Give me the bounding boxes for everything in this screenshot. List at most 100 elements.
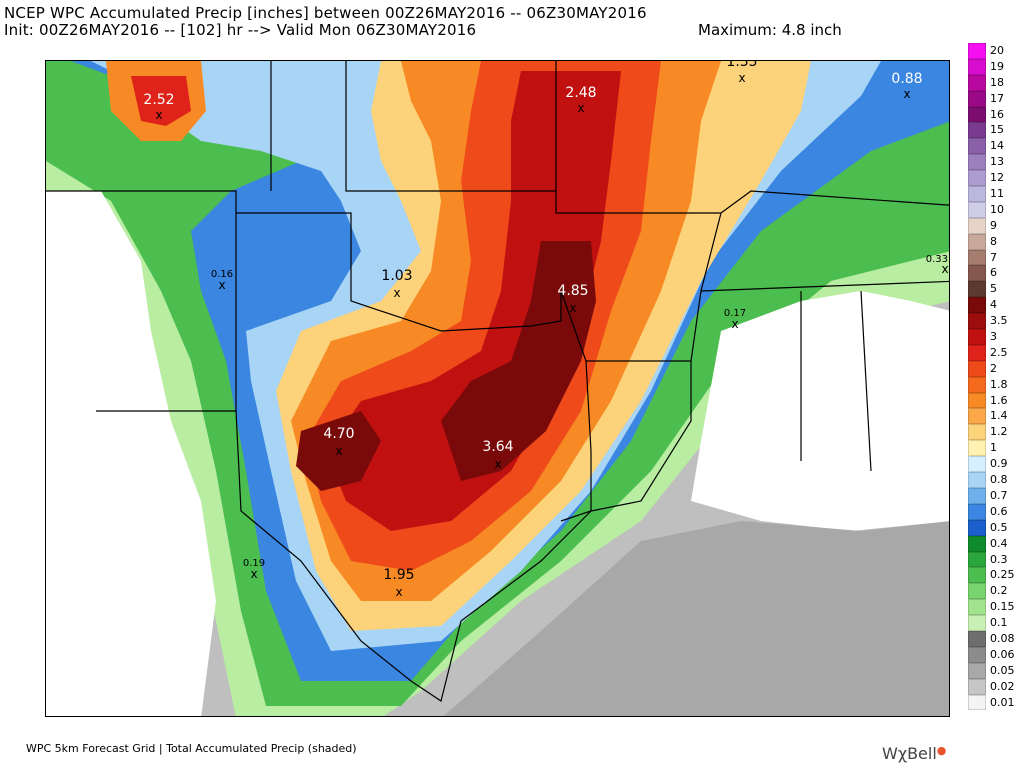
legend-row: 2 [968, 360, 1024, 377]
legend-swatch [968, 138, 986, 155]
legend-swatch [968, 456, 986, 473]
legend-row: 0.05 [968, 662, 1024, 679]
legend-swatch [968, 583, 986, 600]
legend-label: 0.06 [990, 647, 1015, 661]
legend-label: 1.8 [990, 377, 1008, 391]
legend-row: 0.02 [968, 678, 1024, 695]
legend-row: 0.9 [968, 456, 1024, 473]
legend-swatch [968, 599, 986, 616]
legend-label: 0.05 [990, 663, 1015, 677]
legend-row: 3.5 [968, 313, 1024, 330]
legend-swatch [968, 630, 986, 647]
color-legend: 20 19 18 17 16 15 14 13 12 11 10 9 8 7 6 5 4 3.5 3 2.5 2 1.8 1… [968, 43, 1024, 711]
legend-label: 19 [990, 59, 1004, 73]
legend-swatch [968, 440, 986, 457]
legend-row: 0.6 [968, 503, 1024, 520]
legend-swatch [968, 217, 986, 234]
state-boundaries [46, 61, 949, 702]
legend-row: 8 [968, 233, 1024, 250]
legend-label: 13 [990, 155, 1004, 169]
legend-swatch [968, 297, 986, 314]
legend-row: 20 [968, 43, 1024, 59]
legend-row: 0.08 [968, 630, 1024, 647]
annotation-marker-a7: x [569, 301, 576, 315]
legend-swatch [968, 58, 986, 75]
precip-map: 2.52 x 2.48 x 1.35 x 0.88 x 0.16 x 1.03 … [45, 60, 950, 717]
legend-swatch [968, 106, 986, 123]
brand-logo: WχBell● [882, 744, 946, 763]
legend-swatch [968, 615, 986, 631]
legend-label: 18 [990, 75, 1004, 89]
legend-swatch [968, 249, 986, 266]
legend-label: 1.2 [990, 425, 1008, 439]
annotation-marker-a10: x [335, 444, 342, 458]
annotation-marker-a4: x [903, 87, 910, 101]
annotation-marker-a2: x [577, 101, 584, 115]
legend-row: 1.4 [968, 408, 1024, 425]
legend-row: 19 [968, 58, 1024, 75]
legend-row: 0.06 [968, 646, 1024, 663]
annotation-marker-a11: x [494, 457, 501, 471]
legend-row: 17 [968, 90, 1024, 107]
legend-row: 12 [968, 170, 1024, 187]
legend-swatch [968, 392, 986, 409]
annotation-label-a8: 0.17 [724, 308, 746, 319]
annotation-label-a3: 1.35 [726, 61, 757, 70]
legend-label: 0.01 [990, 695, 1015, 709]
legend-label: 0.9 [990, 457, 1008, 471]
legend-swatch [968, 122, 986, 139]
legend-row: 4 [968, 297, 1024, 314]
legend-row: 13 [968, 154, 1024, 171]
legend-swatch [968, 662, 986, 679]
legend-swatch [968, 74, 986, 91]
legend-row: 5 [968, 281, 1024, 298]
legend-row: 1.2 [968, 424, 1024, 441]
legend-swatch [968, 90, 986, 107]
legend-label: 12 [990, 171, 1004, 185]
legend-swatch [968, 694, 986, 711]
legend-label: 0.1 [990, 616, 1008, 630]
annotation-marker-a3: x [738, 71, 745, 85]
annotation-label-a2: 2.48 [565, 85, 596, 101]
legend-swatch [968, 678, 986, 695]
legend-swatch [968, 408, 986, 425]
legend-row: 0.4 [968, 535, 1024, 552]
annotation-marker-a8: x [731, 317, 738, 331]
legend-row: 6 [968, 265, 1024, 282]
legend-swatch [968, 43, 986, 59]
legend-label: 15 [990, 123, 1004, 137]
legend-label: 0.8 [990, 473, 1008, 487]
annotation-label-a6: 1.03 [381, 268, 412, 284]
legend-swatch [968, 313, 986, 330]
legend-label: 2 [990, 361, 997, 375]
annotation-marker-a9: x [941, 262, 948, 276]
legend-label: 0.6 [990, 504, 1008, 518]
annotation-label-a7: 4.85 [557, 283, 588, 299]
legend-label: 1.6 [990, 393, 1008, 407]
legend-row: 0.15 [968, 599, 1024, 616]
legend-label: 0.3 [990, 552, 1008, 566]
legend-swatch [968, 646, 986, 663]
legend-swatch [968, 265, 986, 282]
maximum-label: Maximum: 4.8 inch [698, 21, 842, 39]
legend-label: 6 [990, 266, 997, 280]
legend-swatch [968, 170, 986, 187]
legend-label: 0.25 [990, 568, 1015, 582]
legend-row: 7 [968, 249, 1024, 266]
annotation-label-a9: 0.33 [926, 254, 948, 265]
legend-label: 7 [990, 250, 997, 264]
legend-swatch [968, 487, 986, 504]
annotations: 2.52 x 2.48 x 1.35 x 0.88 x 0.16 x 1.03 … [143, 61, 948, 599]
legend-row: 1 [968, 440, 1024, 457]
annotation-label-a13: 1.95 [383, 567, 414, 583]
annotation-marker-a12: x [250, 567, 257, 581]
legend-row: 15 [968, 122, 1024, 139]
legend-label: 20 [990, 44, 1004, 57]
legend-label: 1.4 [990, 409, 1008, 423]
legend-swatch [968, 519, 986, 536]
legend-label: 16 [990, 107, 1004, 121]
legend-label: 14 [990, 139, 1004, 153]
legend-label: 0.15 [990, 600, 1015, 614]
legend-swatch [968, 376, 986, 393]
annotation-label-a10: 4.70 [323, 426, 354, 442]
